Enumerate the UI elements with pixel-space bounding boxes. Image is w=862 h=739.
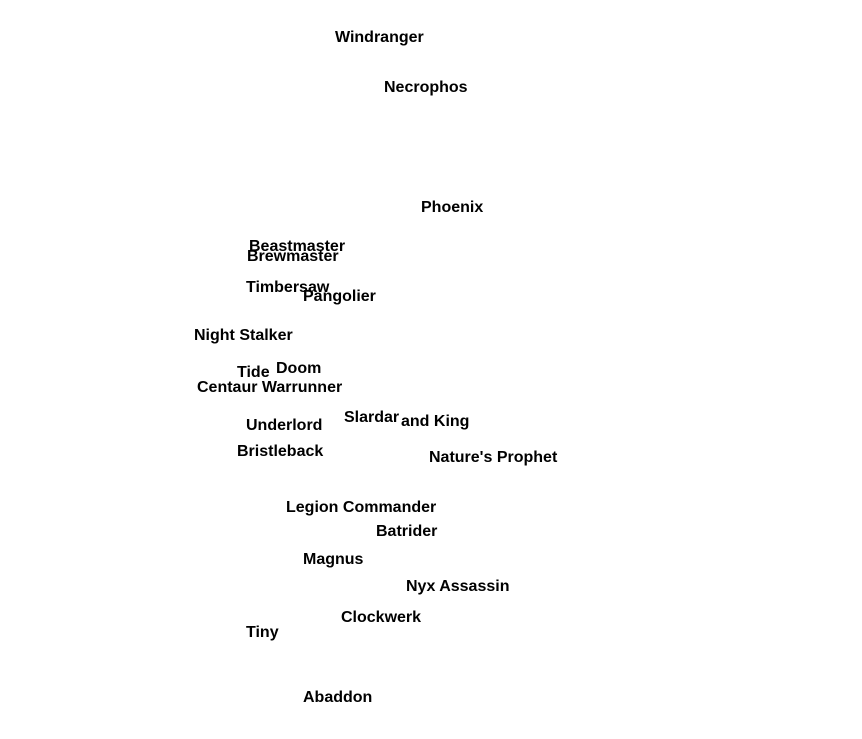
label-tide: Tide bbox=[237, 364, 270, 381]
hero-labels: Windranger Necrophos Phoenix BeastmasterBre… bbox=[194, 29, 558, 706]
label-beastmaster: Beastmaster bbox=[249, 238, 345, 255]
label-clockwerk: Clockwerk bbox=[341, 609, 421, 626]
label-and-king: and King bbox=[401, 413, 469, 430]
label-legion-commander: Legion Commander bbox=[286, 499, 436, 516]
label-centaur-warrunner: Centaur Warrunner bbox=[197, 379, 342, 396]
label-nature-s-prophet: Nature's Prophet bbox=[429, 449, 558, 466]
label-magnus: Magnus bbox=[303, 551, 364, 568]
label-doom: Doom bbox=[276, 360, 321, 377]
label-abaddon: Abaddon bbox=[303, 689, 372, 706]
label-tiny: Tiny bbox=[246, 624, 279, 641]
label-timbersaw: Timbersaw bbox=[246, 279, 330, 296]
label-night-stalker: Night Stalker bbox=[194, 327, 293, 344]
label-nyx-assassin: Nyx Assassin bbox=[406, 578, 509, 595]
label-pangolier: Pangolier bbox=[303, 288, 376, 305]
label-underlord: Underlord bbox=[246, 417, 322, 434]
label-batrider: Batrider bbox=[376, 523, 437, 540]
label-necrophos: Necrophos bbox=[384, 79, 468, 96]
label-bristleback: Bristleback bbox=[237, 443, 323, 460]
label-phoenix: Phoenix bbox=[421, 199, 483, 216]
label-slardar: Slardar bbox=[344, 409, 399, 426]
label-brewmaster: Brewmaster bbox=[247, 248, 339, 265]
label-windranger: Windranger bbox=[335, 29, 424, 46]
